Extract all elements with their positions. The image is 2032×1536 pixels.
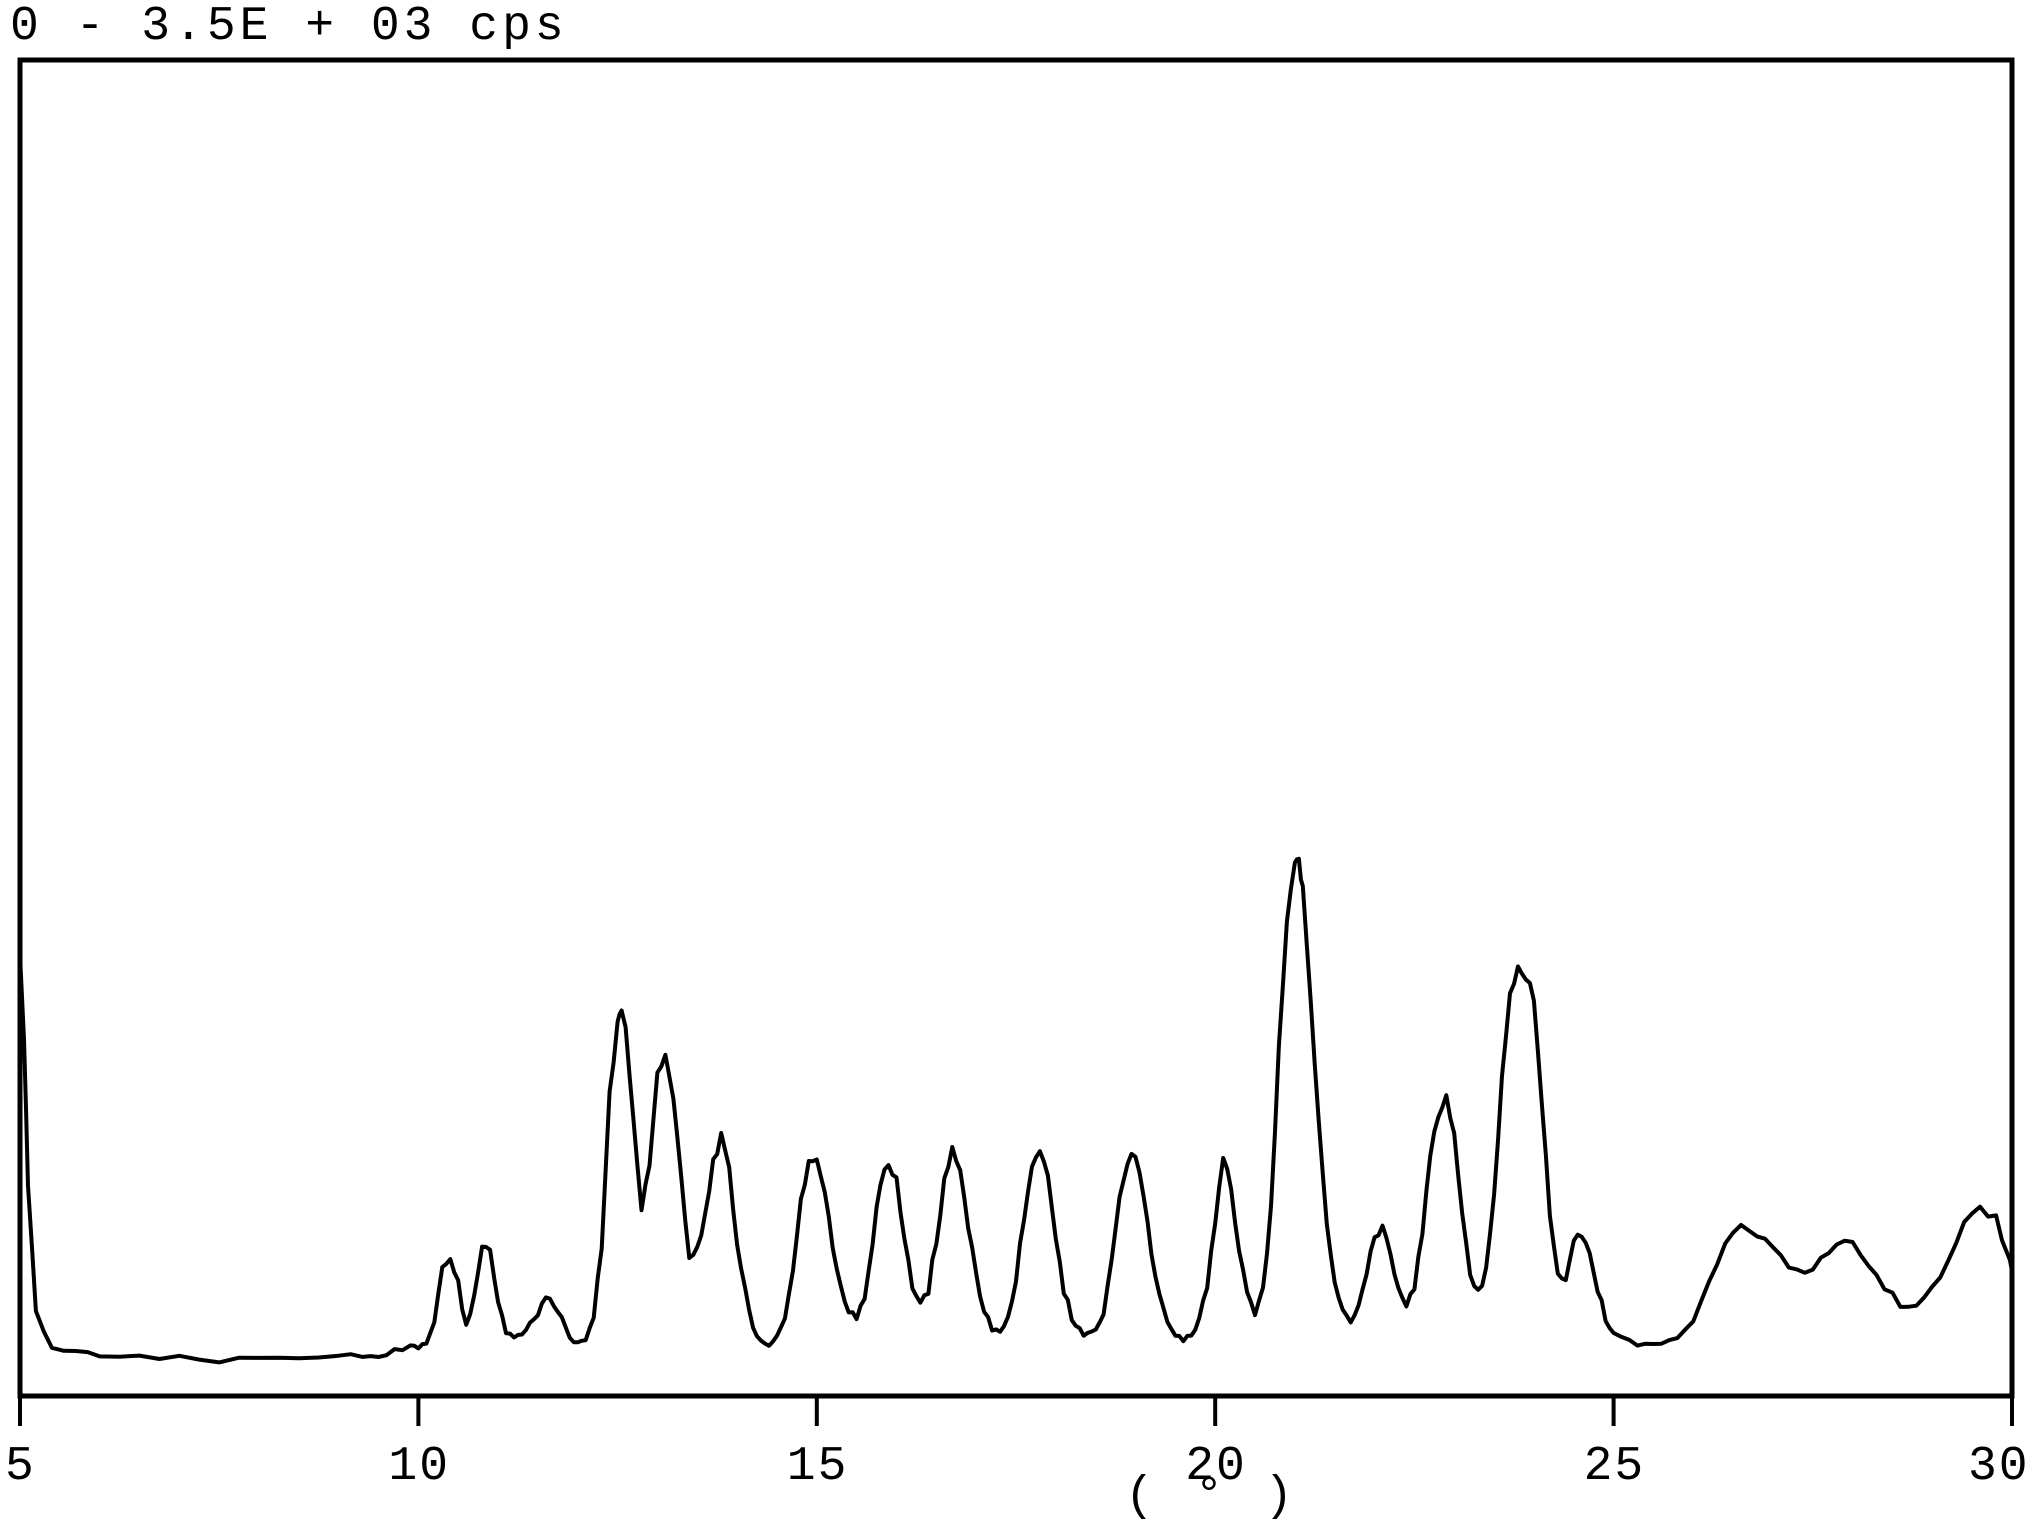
x-tick-label: 15 xyxy=(787,1440,849,1494)
x-axis-label: ( ° ) xyxy=(1125,1470,1299,1524)
x-tick-label: 10 xyxy=(388,1440,450,1494)
spectrum-line xyxy=(20,859,2012,1363)
x-tick-label: 30 xyxy=(1968,1440,2030,1494)
xrd-chart xyxy=(0,0,2032,1536)
x-ticks xyxy=(20,1396,2012,1426)
x-tick-label: 25 xyxy=(1584,1440,1646,1494)
x-tick-label: 5 xyxy=(5,1440,36,1494)
plot-frame xyxy=(20,60,2012,1396)
